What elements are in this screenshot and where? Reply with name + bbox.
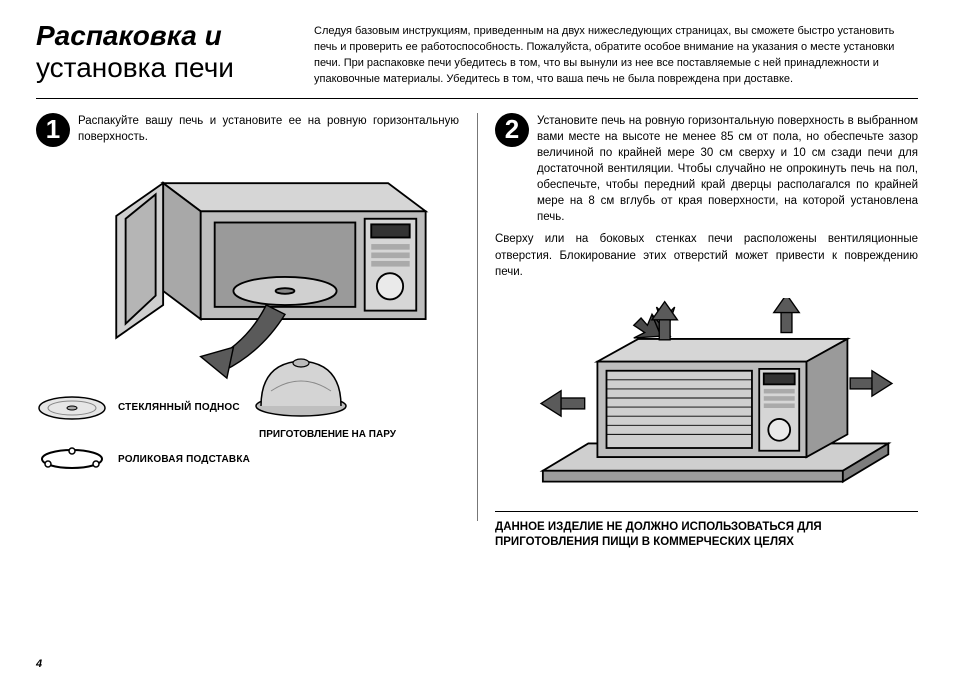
divider-top	[36, 98, 918, 99]
title-bold: Распаковка и	[36, 20, 286, 52]
roller-ring-icon	[36, 446, 108, 474]
step2-para2: Сверху или на боковых стенках печи распо…	[495, 231, 918, 279]
columns: 1 Распакуйте вашу печь и установите ее н…	[36, 113, 918, 551]
column-left: 1 Распакуйте вашу печь и установите ее н…	[36, 113, 477, 551]
intro-text: Следуя базовым инструкциям, приведенным …	[314, 20, 918, 88]
step1-text: Распакуйте вашу печь и установите ее на …	[78, 113, 459, 145]
warning-divider	[495, 511, 918, 512]
warning-text: ДАННОЕ ИЗДЕЛИЕ НЕ ДОЛЖНО ИСПОЛЬЗОВАТЬСЯ …	[495, 520, 918, 551]
parts-list: СТЕКЛЯННЫЙ ПОДНОС ПРИГОТОВЛЕНИЕ НА ПАРУ	[36, 393, 459, 474]
step2-badge: 2	[495, 113, 529, 147]
part-roller-label: РОЛИКОВАЯ ПОДСТАВКА	[118, 454, 250, 465]
step2-text: Установите печь на ровную горизонтальную…	[537, 113, 918, 226]
part-tray-label: СТЕКЛЯННЫЙ ПОДНОС	[118, 402, 240, 413]
microwave-closed-icon	[495, 298, 918, 498]
part-roller: РОЛИКОВАЯ ПОДСТАВКА	[36, 446, 459, 474]
microwave-open-icon	[36, 155, 459, 380]
steam-dome-icon	[246, 351, 356, 421]
column-right: 2 Установите печь на ровную горизонтальн…	[477, 113, 918, 551]
step1-head: 1 Распакуйте вашу печь и установите ее н…	[36, 113, 459, 147]
part-steam-label: ПРИГОТОВЛЕНИЕ НА ПАРУ	[196, 429, 459, 440]
step1-badge: 1	[36, 113, 70, 147]
header: Распаковка и установка печи Следуя базов…	[36, 20, 918, 88]
glass-tray-icon	[36, 393, 108, 423]
step2-head: 2 Установите печь на ровную горизонтальн…	[495, 113, 918, 226]
page-title: Распаковка и установка печи	[36, 20, 286, 84]
page-number: 4	[36, 658, 42, 670]
title-light: установка печи	[36, 52, 286, 84]
page: Распаковка и установка печи Следуя базов…	[0, 0, 954, 551]
microwave-closed-illustration	[495, 288, 918, 503]
